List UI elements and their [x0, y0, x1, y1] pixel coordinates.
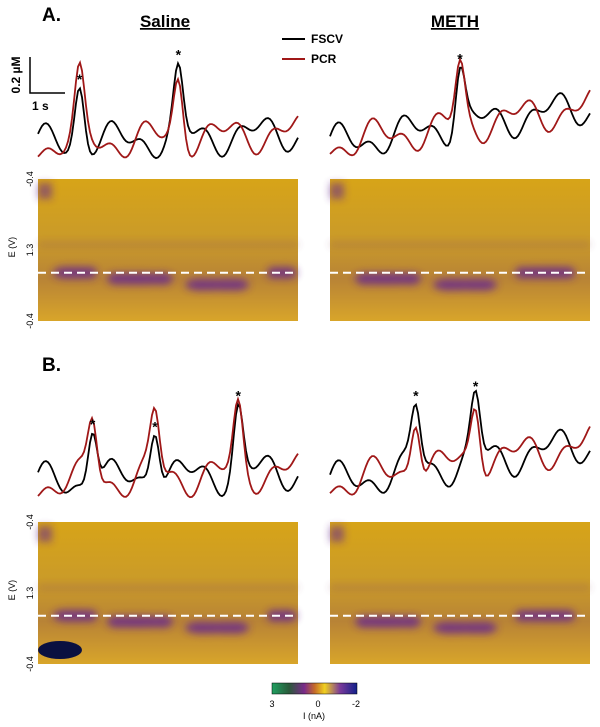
y-axis-title: E (V)	[7, 580, 17, 601]
peak-marker: *	[176, 46, 182, 62]
trace	[329, 66, 591, 155]
peak-marker: *	[77, 71, 83, 87]
blob	[185, 621, 219, 634]
column-title: METH	[431, 12, 479, 31]
colorbar-title: I (nA)	[303, 711, 325, 721]
color-plot	[38, 522, 298, 664]
band	[330, 242, 590, 246]
y-tick-label: -0.4	[25, 514, 35, 530]
band	[38, 585, 298, 589]
y-tick-label: -0.4	[25, 171, 35, 187]
legend-label: FSCV	[311, 32, 343, 46]
peak-marker: *	[457, 51, 463, 67]
blob	[38, 641, 82, 659]
colorbar-tick: -2	[352, 699, 360, 709]
column-title: Saline	[140, 12, 190, 31]
trace	[37, 59, 299, 159]
trace	[329, 407, 591, 496]
colorbar-tick: 0	[315, 699, 320, 709]
colorbar-tick: 3	[269, 699, 274, 709]
scale-label: 0.2 µM	[9, 57, 23, 94]
peak-marker: *	[235, 387, 241, 403]
color-blobs	[330, 526, 590, 634]
trace	[329, 57, 591, 157]
band	[38, 183, 52, 199]
band	[38, 242, 298, 246]
blob	[185, 278, 219, 291]
blob	[355, 615, 377, 628]
color-plot	[330, 522, 590, 664]
blob	[355, 272, 377, 285]
peak-marker: *	[413, 387, 419, 403]
y-tick-label: 1.3	[25, 587, 35, 600]
scale-bar	[29, 57, 65, 94]
trace	[329, 389, 591, 494]
band	[330, 526, 344, 542]
blob	[107, 272, 129, 285]
blob	[107, 615, 129, 628]
band	[330, 183, 344, 199]
trace	[37, 402, 299, 498]
panel-label: B.	[42, 355, 61, 376]
plots: * * -0.4 1.3 -0.4 E (V) * B. * * * -0.4 1.3 -0.4 E (V)…	[7, 46, 591, 672]
y-tick-label: -0.4	[25, 313, 35, 329]
scale-label: 1 s	[32, 99, 49, 113]
peak-marker: *	[473, 378, 479, 394]
band	[38, 526, 52, 542]
color-plot	[38, 179, 298, 321]
blob	[433, 621, 467, 634]
trace	[37, 396, 299, 499]
panel-label: A.	[42, 5, 61, 26]
peak-marker: *	[152, 418, 158, 434]
legend-label: PCR	[311, 52, 337, 66]
blob	[433, 278, 467, 291]
blob	[515, 266, 531, 279]
y-tick-label: -0.4	[25, 656, 35, 672]
blob	[515, 609, 531, 622]
color-blobs	[38, 183, 298, 291]
color-plot	[330, 179, 590, 321]
color-blobs	[38, 526, 298, 634]
y-tick-label: 1.3	[25, 244, 35, 257]
colorbar	[271, 682, 358, 695]
y-axis-title: E (V)	[7, 237, 17, 258]
band	[330, 585, 590, 589]
peak-marker: *	[90, 416, 96, 432]
